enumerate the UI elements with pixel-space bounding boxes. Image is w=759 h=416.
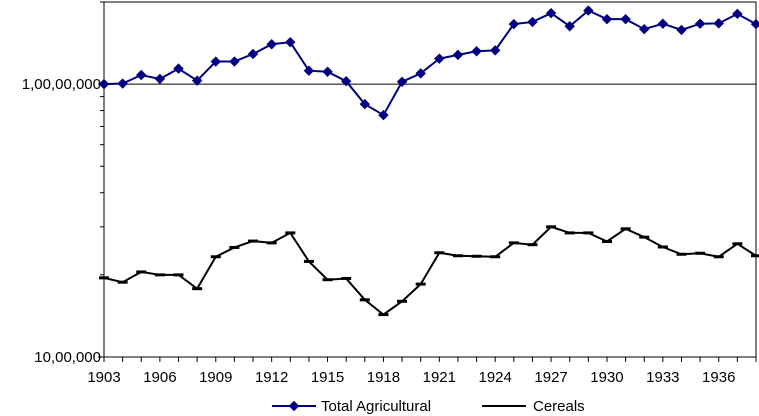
series-total-agricultural [98,5,759,121]
x-tick-label: 1903 [87,369,120,386]
legend: Total Agricultural Cereals [272,398,585,415]
data-point [601,13,613,25]
x-tick-label: 1927 [534,369,567,386]
data-point [545,7,557,19]
data-point [415,68,426,79]
legend-label: Cereals [533,398,585,415]
x-tick-label: 1921 [423,369,456,386]
x-tick-label: 1909 [199,369,232,386]
legend-item: Total Agricultural [272,398,431,415]
data-point [191,75,203,86]
legend-marker [288,400,300,412]
data-point [471,46,482,57]
data-point [732,8,743,20]
y-tick-label: 10,00,000 [34,349,101,366]
x-tick-label: 1915 [311,369,344,386]
data-point [396,76,408,87]
data-point [229,56,240,67]
data-point [750,18,759,30]
data-point [136,69,147,81]
data-point [210,56,221,67]
data-point [340,76,352,87]
plot-frame [103,1,757,358]
x-tick-label: 1930 [590,369,623,386]
data-point [173,63,184,74]
legend-label: Total Agricultural [321,398,431,415]
x-tick-label: 1933 [646,369,679,386]
data-point [98,78,110,90]
series-line [103,225,757,316]
data-point [117,78,128,89]
data-point [694,18,706,29]
x-tick-label: 1906 [143,369,176,386]
x-tick-label: 1924 [479,369,512,386]
plot-area [103,1,757,358]
legend-item: Cereals [482,398,585,415]
data-point [564,21,575,32]
x-tick-label: 1918 [367,369,400,386]
data-point [639,23,650,35]
data-point [266,39,277,50]
data-point [154,73,166,85]
data-point [247,48,259,60]
axes: 10,00,000 1,00,00,000 1903 1906 1909 1912 1915… [22,1,757,386]
data-point [583,5,594,16]
data-point [359,98,371,110]
series-cereals [99,225,759,317]
data-point [527,16,538,28]
data-point [676,24,687,36]
series-layer [98,5,759,317]
data-point [489,45,501,56]
y-tick-label: 1,00,00,000 [22,76,101,93]
data-point [322,66,333,77]
data-point [508,18,520,30]
x-tick-label: 1912 [255,369,288,386]
data-point [713,18,724,29]
data-point [452,49,464,61]
data-point [285,36,296,48]
data-point [434,53,445,64]
data-point [378,109,389,121]
x-tick-label: 1936 [702,369,735,386]
data-point [620,13,631,25]
data-point [303,65,315,76]
data-point [657,18,669,29]
